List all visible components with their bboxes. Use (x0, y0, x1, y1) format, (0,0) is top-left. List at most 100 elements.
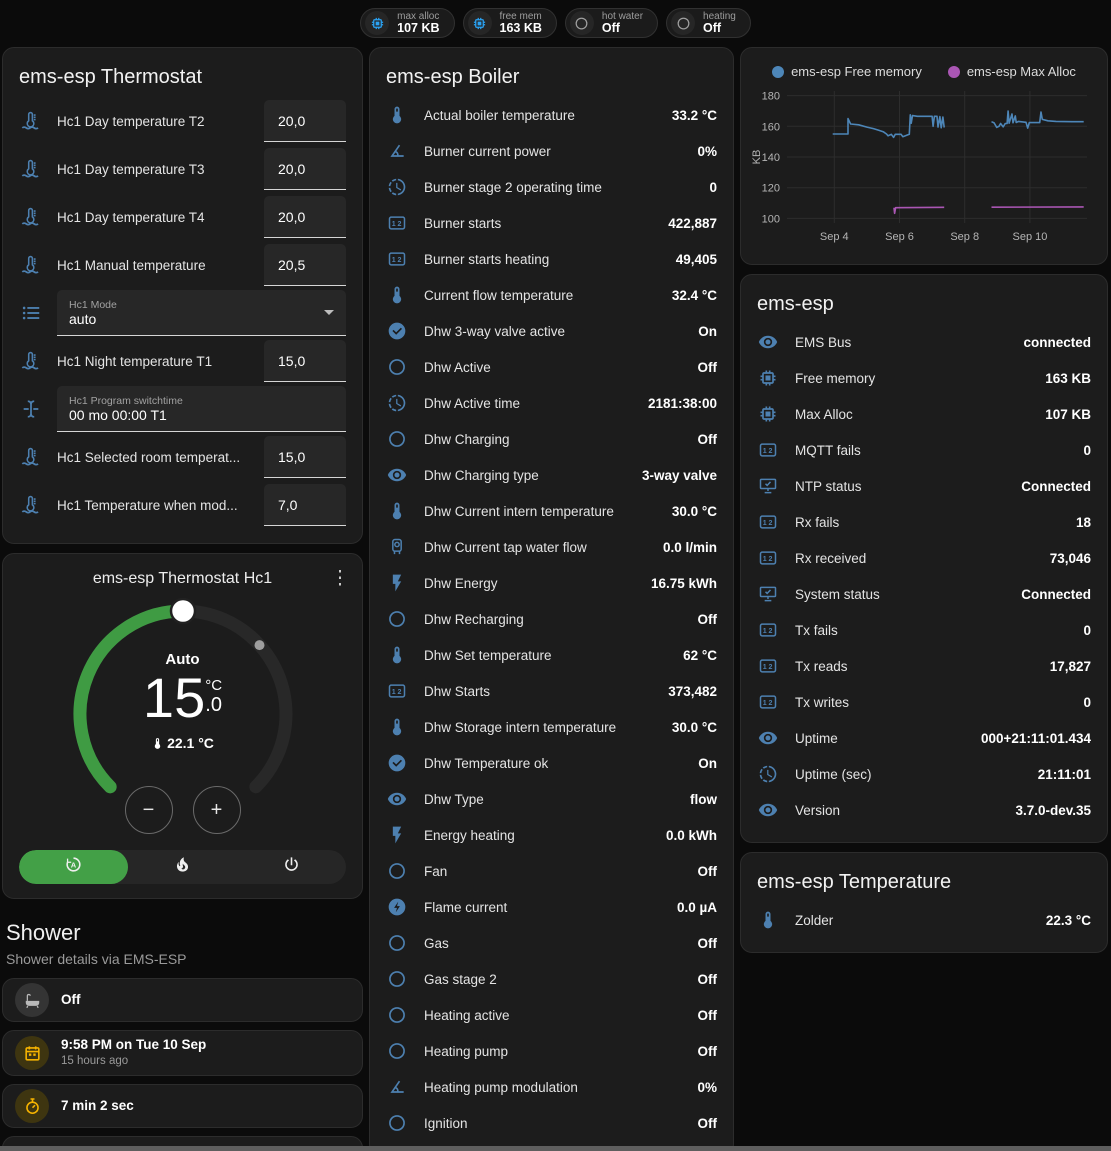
entity-row[interactable]: 12 Rx received 73,046 (757, 540, 1091, 576)
entity-row[interactable]: 12 Burner starts 422,887 (386, 205, 717, 241)
entity-row[interactable]: NTP status Connected (757, 468, 1091, 504)
entity-row[interactable]: Ignition Off (386, 1105, 717, 1141)
shower-section-title: Shower (2, 908, 363, 946)
entity-row[interactable]: Dhw Current tap water flow 0.0 l/min (386, 529, 717, 565)
entity-row[interactable]: Dhw Charging type 3-way valve (386, 457, 717, 493)
number-input[interactable]: 7,0 (264, 484, 346, 526)
entity-row[interactable]: 12 MQTT fails 0 (757, 432, 1091, 468)
entity-row[interactable]: EMS Bus connected (757, 324, 1091, 360)
thermometer-icon (386, 644, 408, 666)
hvac-mode-fire-button[interactable] (128, 850, 237, 884)
chip-icon (365, 11, 389, 35)
entity-row[interactable]: Gas Off (386, 925, 717, 961)
circle-outline-icon (386, 356, 408, 378)
entity-row[interactable]: Dhw Recharging Off (386, 601, 717, 637)
entity-label: Zolder (795, 913, 1030, 928)
entity-row[interactable]: 12 Rx fails 18 (757, 504, 1091, 540)
number-input[interactable]: 20,5 (264, 244, 346, 286)
legend-item[interactable]: ems-esp Free memory (772, 64, 922, 79)
entity-value: 0% (697, 1080, 717, 1095)
entity-row[interactable]: Dhw Set temperature 62 °C (386, 637, 717, 673)
entity-row[interactable]: Burner stage 2 operating time 0 (386, 169, 717, 205)
status-badge[interactable]: free mem 163 KB (463, 8, 557, 38)
entity-label: Dhw Temperature ok (424, 756, 682, 771)
counter-icon: 12 (757, 619, 779, 641)
shower-card[interactable]: 7 min 2 sec (2, 1084, 363, 1128)
entity-label: Tx writes (795, 695, 1067, 710)
entity-row[interactable]: 12 Dhw Starts 373,482 (386, 673, 717, 709)
entity-value: Connected (1021, 587, 1091, 602)
entity-row[interactable]: 12 Tx fails 0 (757, 612, 1091, 648)
number-input[interactable]: 20,0 (264, 100, 346, 142)
entity-row[interactable]: Uptime (sec) 21:11:01 (757, 756, 1091, 792)
dial-knob[interactable] (171, 599, 195, 623)
eye-icon (757, 727, 779, 749)
circle-outline-icon (386, 968, 408, 990)
decrease-temp-button[interactable]: − (125, 786, 173, 834)
entity-row: Hc1 Program switchtime 00 mo 00:00 T1 (19, 385, 346, 433)
entity-value: flow (690, 792, 717, 807)
entity-value: On (698, 756, 717, 771)
entity-row[interactable]: Flame current 0.0 µA (386, 889, 717, 925)
number-input[interactable]: 20,0 (264, 148, 346, 190)
entity-row[interactable]: Burner current power 0% (386, 133, 717, 169)
circle-outline-icon (386, 1112, 408, 1134)
entity-row[interactable]: Uptime 000+21:11:01.434 (757, 720, 1091, 756)
entity-row[interactable]: 12 Tx reads 17,827 (757, 648, 1091, 684)
entity-row[interactable]: Zolder 22.3 °C (757, 902, 1091, 938)
memory-chart-card: ems-esp Free memory ems-esp Max Alloc 10… (740, 47, 1108, 265)
entity-row[interactable]: Heating pump Off (386, 1033, 717, 1069)
more-menu-icon[interactable]: ⋮ (328, 566, 352, 590)
horizontal-scrollbar[interactable] (0, 1146, 1111, 1151)
entity-row[interactable]: Dhw Charging Off (386, 421, 717, 457)
entity-row[interactable]: Dhw Active time 2181:38:00 (386, 385, 717, 421)
hvac-mode-power-button[interactable] (237, 850, 346, 884)
text-field[interactable]: Hc1 Program switchtime 00 mo 00:00 T1 (57, 386, 346, 432)
hvac-mode-auto-mode-button[interactable]: A (19, 850, 128, 884)
status-badge[interactable]: heating Off (666, 8, 751, 38)
entity-row[interactable]: Dhw Storage intern temperature 30.0 °C (386, 709, 717, 745)
entity-value: 0% (697, 144, 717, 159)
entity-row[interactable]: 12 Burner starts heating 49,405 (386, 241, 717, 277)
entity-row[interactable]: Version 3.7.0-dev.35 (757, 792, 1091, 828)
auto-mode-icon: A (64, 855, 83, 879)
counter-icon: 12 (757, 691, 779, 713)
entity-row[interactable]: Heating pump modulation 0% (386, 1069, 717, 1105)
entity-label: Free memory (795, 371, 1029, 386)
entity-row[interactable]: Max Alloc 107 KB (757, 396, 1091, 432)
entity-value: 22.3 °C (1046, 913, 1091, 928)
entity-row[interactable]: 12 Tx writes 0 (757, 684, 1091, 720)
entity-row[interactable]: Dhw Active Off (386, 349, 717, 385)
entity-row[interactable]: Gas stage 2 Off (386, 961, 717, 997)
entity-row[interactable]: Free memory 163 KB (757, 360, 1091, 396)
field-label: Hc1 Program switchtime (69, 395, 334, 407)
increase-temp-button[interactable]: + (193, 786, 241, 834)
entity-row[interactable]: Heating active Off (386, 997, 717, 1033)
shower-card[interactable]: Off (2, 978, 363, 1022)
entity-row[interactable]: Dhw Current intern temperature 30.0 °C (386, 493, 717, 529)
status-badge[interactable]: hot water Off (565, 8, 658, 38)
entity-row[interactable]: Dhw 3-way valve active On (386, 313, 717, 349)
entity-row[interactable]: Dhw Type flow (386, 781, 717, 817)
cursor-text-icon (19, 397, 43, 421)
entity-row[interactable]: System status Connected (757, 576, 1091, 612)
number-input[interactable]: 15,0 (264, 436, 346, 478)
number-input[interactable]: 15,0 (264, 340, 346, 382)
entity-row[interactable]: Actual boiler temperature 33.2 °C (386, 97, 717, 133)
entity-row[interactable]: Fan Off (386, 853, 717, 889)
entity-row[interactable]: Current flow temperature 32.4 °C (386, 277, 717, 313)
entity-row[interactable]: Dhw Energy 16.75 kWh (386, 565, 717, 601)
entity-label: Rx received (795, 551, 1034, 566)
legend-item[interactable]: ems-esp Max Alloc (948, 64, 1076, 79)
number-input[interactable]: 20,0 (264, 196, 346, 238)
shower-card[interactable]: 9:58 PM on Tue 10 Sep 15 hours ago (2, 1030, 363, 1076)
dashboard-page: max alloc 107 KB free mem 163 KB hot wat… (0, 0, 1111, 1151)
entity-row[interactable]: Dhw Temperature ok On (386, 745, 717, 781)
shower-card-subtitle: 15 hours ago (61, 1054, 206, 1068)
entity-value: 0.0 µA (677, 900, 717, 915)
status-badge[interactable]: max alloc 107 KB (360, 8, 454, 38)
select-field[interactable]: Hc1 Mode auto (57, 290, 346, 336)
counter-icon: 12 (386, 680, 408, 702)
dial-active-arc (80, 611, 183, 787)
entity-row[interactable]: Energy heating 0.0 kWh (386, 817, 717, 853)
